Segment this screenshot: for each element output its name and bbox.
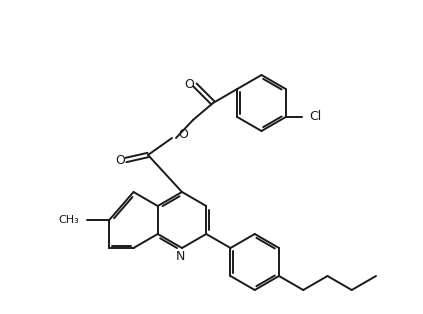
Text: O: O (115, 154, 125, 166)
Text: O: O (178, 128, 188, 142)
Text: N: N (175, 250, 185, 263)
Text: CH₃: CH₃ (58, 215, 79, 225)
Text: Cl: Cl (310, 111, 322, 123)
Text: O: O (184, 78, 194, 90)
